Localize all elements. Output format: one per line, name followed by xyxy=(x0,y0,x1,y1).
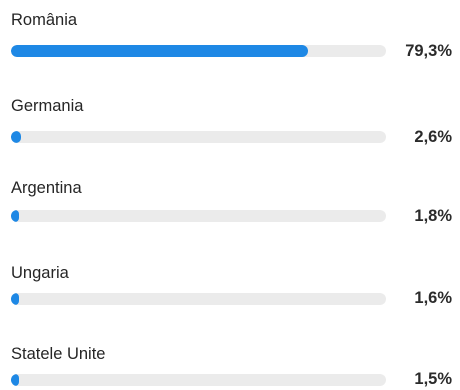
list-item: Germania 2,6% xyxy=(0,96,460,156)
progress-fill xyxy=(11,374,19,386)
progress-track xyxy=(11,131,386,143)
list-item: Statele Unite 1,5% xyxy=(0,344,460,390)
percent-value: 1,6% xyxy=(414,289,452,307)
list-item: România 79,3% xyxy=(0,10,460,70)
country-label: Ungaria xyxy=(11,264,69,282)
percent-value: 79,3% xyxy=(405,42,452,60)
progress-track xyxy=(11,374,386,386)
list-item: Ungaria 1,6% xyxy=(0,263,460,323)
progress-track xyxy=(11,293,386,305)
progress-track xyxy=(11,45,386,57)
progress-fill xyxy=(11,293,19,305)
country-label: Argentina xyxy=(11,179,82,197)
progress-track xyxy=(11,210,386,222)
percent-value: 2,6% xyxy=(414,128,452,146)
country-label: România xyxy=(11,11,78,29)
country-label: Statele Unite xyxy=(11,345,106,363)
progress-fill xyxy=(11,210,19,222)
percent-value: 1,5% xyxy=(414,370,452,388)
list-item: Argentina 1,8% xyxy=(0,178,460,238)
percent-value: 1,8% xyxy=(414,207,452,225)
country-label: Germania xyxy=(11,97,84,115)
progress-fill xyxy=(11,45,308,57)
progress-fill xyxy=(11,131,21,143)
